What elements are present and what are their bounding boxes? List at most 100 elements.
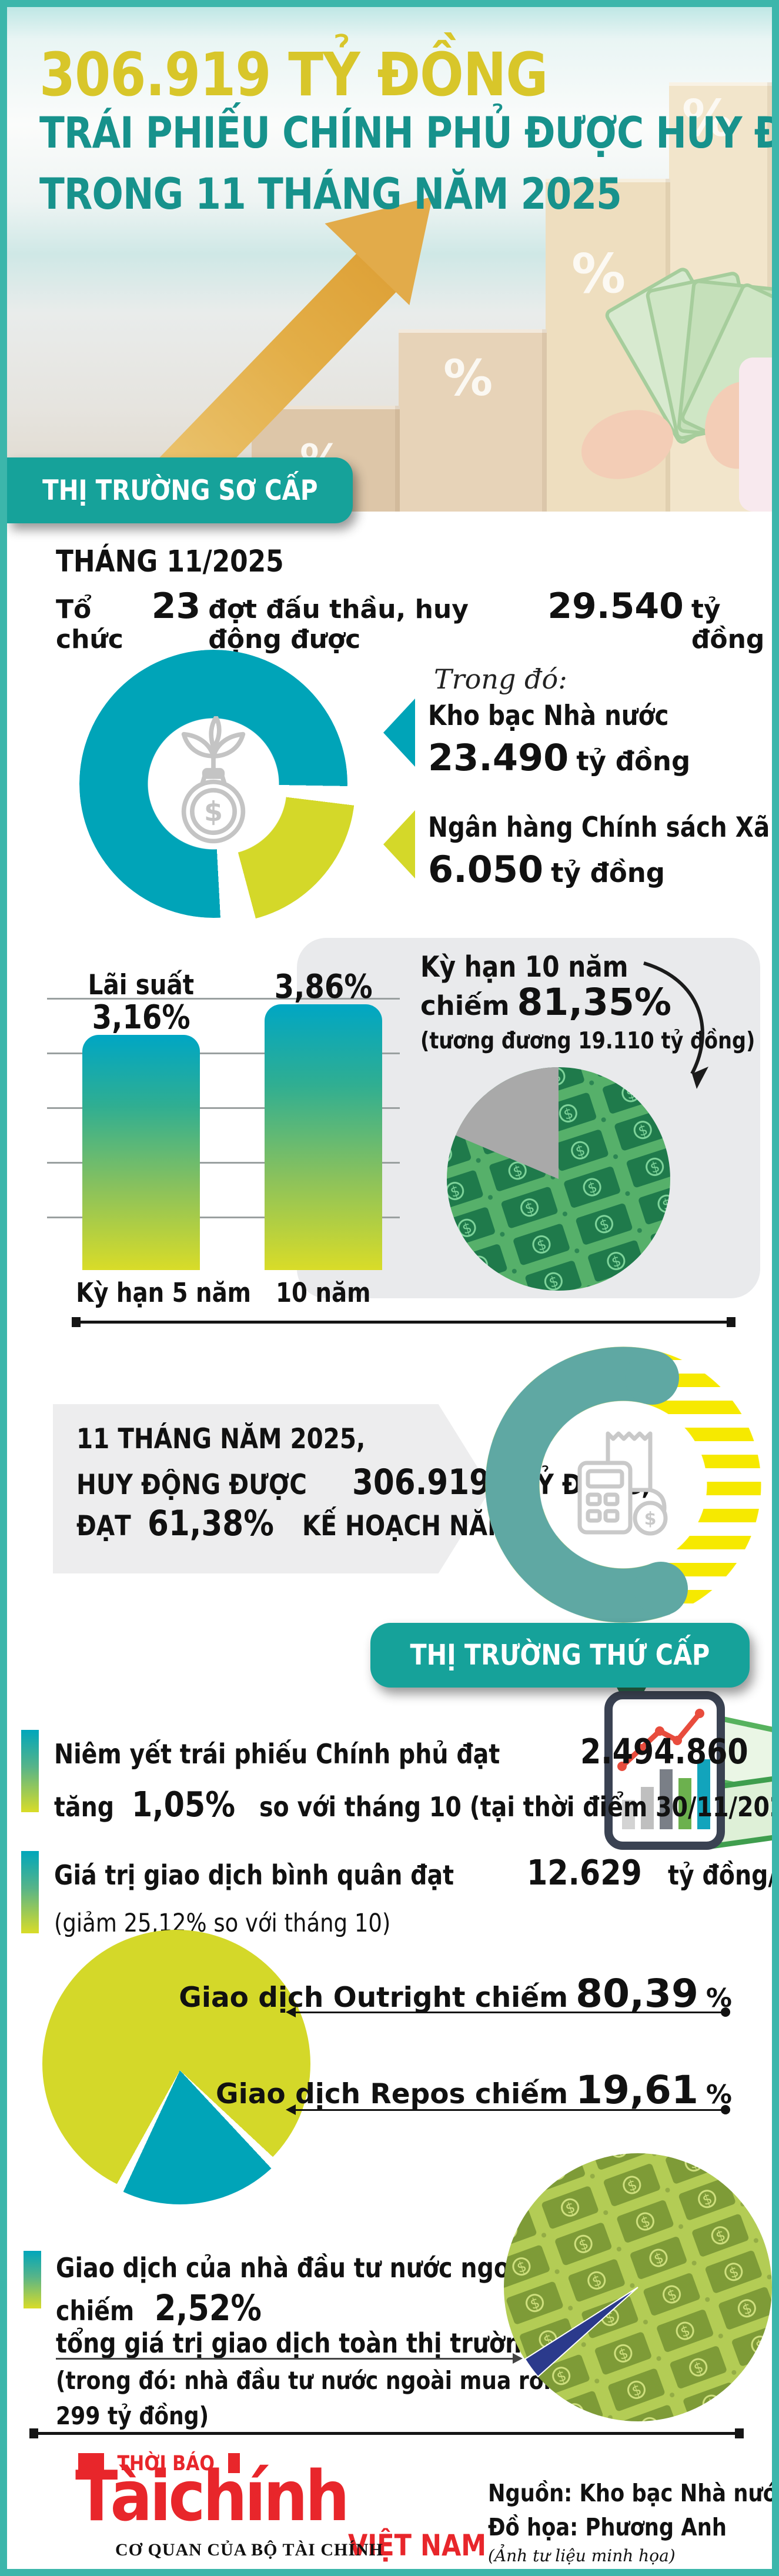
tenor-share: 81,35% (517, 981, 671, 1024)
summary-amount: 306.919 (352, 1462, 490, 1503)
gridline (47, 1162, 400, 1164)
foreign-share: 2,52% (154, 2287, 262, 2329)
rate-chart-title: Lãi suất (88, 969, 195, 1001)
logo-tagline: CƠ QUAN CỦA BỘ TÀI CHÍNH (115, 2540, 383, 2560)
policy-bank-value: 6.050 (428, 848, 544, 891)
foreign-line2: chiếm 2,52% (56, 2287, 279, 2329)
section-divider (75, 1321, 729, 1324)
repos-arrowhead-icon (286, 2104, 296, 2115)
outright-arrowhead-icon (286, 2007, 296, 2017)
frame-bottom (0, 2569, 779, 2576)
avg-trading-line2: (giảm 25,12% so với tháng 10) (54, 1909, 391, 1938)
repos-callout-line (294, 2109, 724, 2111)
bar-5-year (82, 1035, 200, 1270)
donut-yellow-segment (87, 655, 355, 923)
issuer-donut-chart: $ (79, 650, 355, 923)
tablet-chart-icon (604, 1691, 725, 1850)
listing-growth: 1,05% (131, 1784, 235, 1825)
repos-pct: % (706, 2080, 732, 2110)
svg-text:$: $ (204, 796, 223, 828)
frame-right (772, 0, 779, 2576)
outright-value: 80,39 (576, 1971, 698, 2016)
policy-bank-unit: tỷ đồng (551, 857, 666, 888)
bullet-marker (21, 1730, 39, 1812)
breakdown-intro-label: Trong đó: (434, 663, 567, 695)
bar-5-year-value: 3,16% (92, 998, 190, 1037)
treasury-arrow-icon (383, 699, 415, 767)
bar-5-year-label: Kỳ hạn 5 năm (76, 1277, 252, 1308)
frame-top (0, 0, 779, 7)
summary-l3-pre: ĐẠT (76, 1510, 131, 1542)
repos-label: Giao dịch Repos chiếm 19,61 % (216, 2067, 732, 2113)
foreign-line4: (trong đó: nhà đầu tư nước ngoài mua ròn… (56, 2366, 574, 2395)
outright-label: Giao dịch Outright chiếm 80,39 % (179, 1971, 732, 2016)
svg-text:$: $ (644, 1509, 657, 1529)
summary-l2-pre: HUY ĐỘNG ĐƯỢC (76, 1469, 307, 1501)
page-title-line3: TRONG 11 THÁNG NĂM 2025 (39, 169, 622, 219)
ring-cap (634, 1562, 688, 1616)
auction-count: 23 (151, 586, 201, 627)
summary-callout-box (53, 1404, 491, 1573)
section-badge-primary-market: THỊ TRƯỜNG SƠ CẤP (7, 457, 353, 523)
foreign-arrowhead-icon (513, 2353, 523, 2364)
repos-pre: Giao dịch Repos chiếm (216, 2078, 569, 2110)
auction-amount: 29.540 (547, 586, 684, 627)
page-title-amount: 306.919 TỶ ĐỒNG (39, 40, 548, 110)
repos-segment (46, 1936, 314, 2204)
foreign-share-pie-chart: $ (504, 2153, 772, 2421)
logo-region-label: VIỆT NAM (348, 2528, 487, 2562)
foreign-callout-line (56, 2358, 514, 2360)
treasury-label: Kho bạc Nhà nước (428, 700, 669, 732)
foreign-pre: chiếm (56, 2295, 135, 2327)
auction-mid: đợt đấu thầu, huy động được (208, 594, 469, 654)
bar-10-year (265, 1004, 382, 1270)
avg-trading-unit: tỷ đồng/phiên (668, 1859, 779, 1891)
divider-cap (735, 2428, 744, 2438)
avg-trading-line1: Giá trị giao dịch bình quân đạt 12.629 t… (54, 1852, 779, 1893)
listing-pre: Niêm yết trái phiếu Chính phủ đạt (54, 1738, 500, 1770)
auction-summary-line: Tổ chức 23 đợt đấu thầu, huy động được 2… (56, 586, 779, 654)
photo-note: (Ảnh tư liệu minh họa) (488, 2546, 676, 2565)
repos-value: 19,61 (576, 2067, 698, 2113)
foreign-line5: 299 tỷ đồng) (56, 2401, 209, 2430)
logo-block-icon (228, 2453, 240, 2473)
header-photo-illustration: % % % % 306.919 TỶ ĐỒNG TRÁI PHIẾU CHÍNH… (7, 7, 772, 512)
money-plant-icon: $ (181, 716, 246, 844)
trading-structure-pie-chart (42, 1930, 314, 2204)
tenor-pre: chiếm (420, 990, 510, 1021)
gridline (47, 1217, 400, 1218)
gridline (47, 998, 400, 1000)
summary-percent: 61,38% (147, 1503, 274, 1544)
summary-l3-post: KẾ HOẠCH NĂM (302, 1510, 511, 1542)
divider-cap (29, 2428, 38, 2438)
policy-bank-value-line: 6.050 tỷ đồng (428, 848, 665, 891)
calculator-receipt-icon: $ (577, 1431, 668, 1536)
divider-cap (72, 1317, 81, 1327)
tenor-line2: chiếm 81,35% (420, 981, 671, 1024)
gridline (47, 1053, 400, 1054)
listing-value: 2.494.860 (580, 1731, 748, 1772)
graphics-credit: Đồ họa: Phương Anh (488, 2513, 727, 2541)
outright-callout-line (294, 2012, 724, 2013)
foreign-line3: tổng giá trị giao dịch toàn thị trường, (56, 2327, 547, 2359)
listing-growth-post: so với tháng 10 (tại thời điểm 30/11/202… (259, 1791, 779, 1823)
outright-callout-dot (721, 2007, 730, 2017)
page-title-line2: TRÁI PHIẾU CHÍNH PHỦ ĐƯỢC HUY ĐỘNG (39, 108, 772, 158)
listing-line1: Niêm yết trái phiếu Chính phủ đạt 2.494.… (54, 1731, 779, 1772)
avg-trading-value: 12.629 (526, 1852, 642, 1893)
policy-bank-label: Ngân hàng Chính sách Xã hội (428, 811, 779, 844)
outright-pre: Giao dịch Outright chiếm (179, 1982, 569, 2014)
ring-cap (625, 1351, 679, 1405)
treasury-value: 23.490 (428, 736, 569, 779)
wood-block-icon (399, 329, 547, 512)
sleeve-icon (739, 358, 772, 512)
treasury-value-line: 23.490 tỷ đồng (428, 736, 690, 779)
bar-10-year-label: 10 năm (276, 1277, 371, 1308)
logo-block-icon (78, 2453, 104, 2473)
percent-symbol-icon: % (443, 349, 493, 407)
section-badge-secondary-market: THỊ TRƯỜNG THỨ CẤP (370, 1623, 750, 1688)
summary-line3: ĐẠT 61,38% KẾ HOẠCH NĂM (76, 1503, 545, 1544)
auction-pre: Tổ chức (56, 594, 123, 654)
gridline (47, 1107, 400, 1109)
